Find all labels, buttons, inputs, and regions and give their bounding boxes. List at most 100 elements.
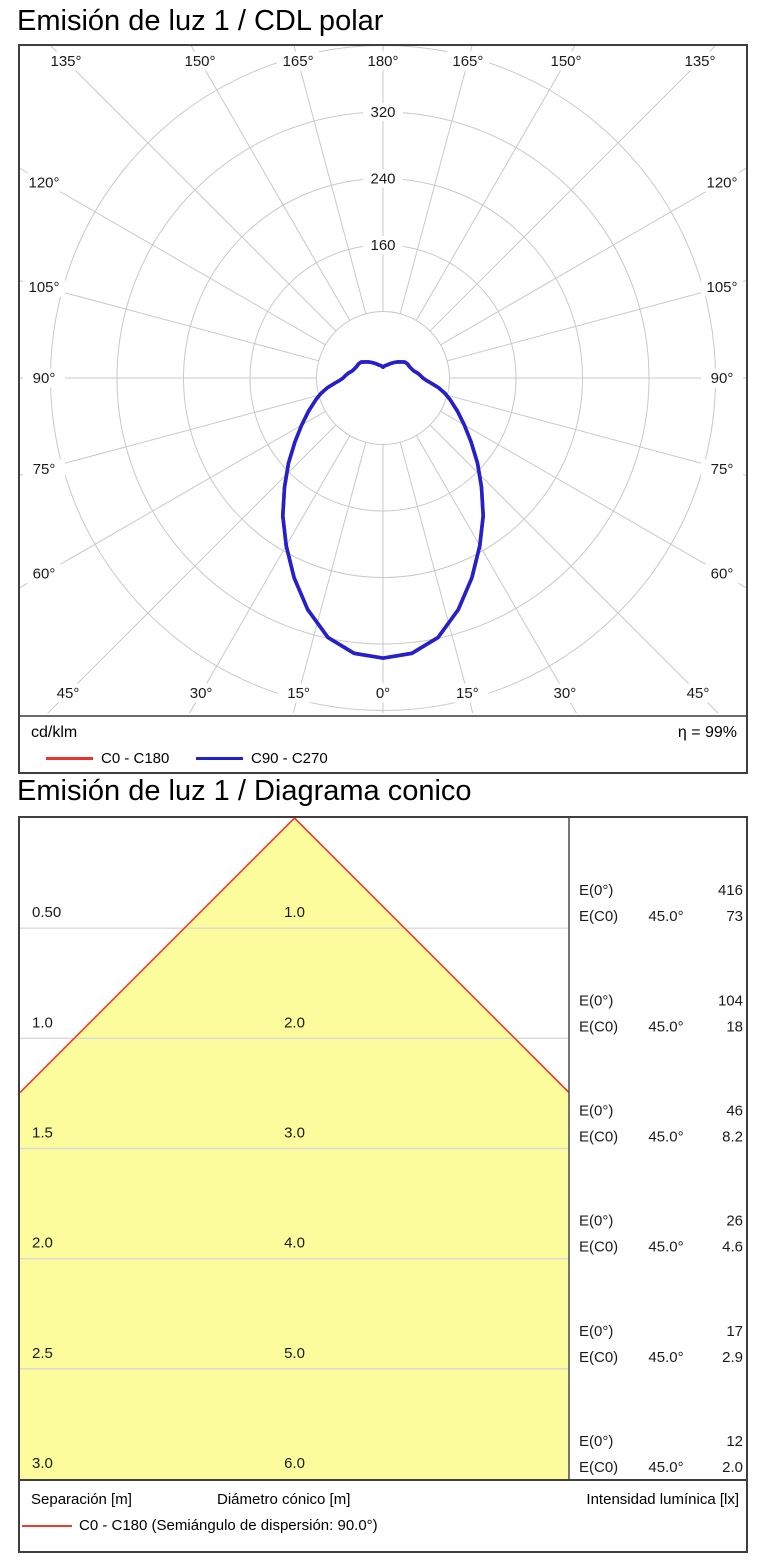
e0-label: E(0°) [579, 1213, 613, 1230]
ring-label-bg [363, 103, 403, 121]
ec0-label: E(C0) [579, 1459, 618, 1476]
angle-label: 105° [706, 279, 737, 296]
cone-chart-frame: 0.50 1.0 E(0°) 416 E(C0) 45.0° 73 1.0 2.0 E(0°) 10… [18, 816, 748, 1553]
e0-value: 12 [726, 1433, 743, 1450]
separation-value: 2.5 [32, 1345, 53, 1362]
angle-label-bg [543, 683, 586, 703]
polar-ray [47, 424, 337, 713]
angle-label: 150° [184, 53, 215, 70]
cone-legend-label: C0 - C180 (Semiángulo de dispersión: 90.… [79, 1517, 378, 1534]
polar-ray [20, 394, 319, 476]
polar-ray [189, 435, 351, 713]
diameter-value: 5.0 [284, 1345, 305, 1362]
e0-value: 46 [726, 1103, 743, 1120]
angle-label-bg [277, 683, 320, 703]
polar-ray [415, 435, 578, 713]
ec0-label: E(C0) [579, 1129, 618, 1146]
angle-label-bg [677, 683, 719, 703]
angle-label: 45° [687, 685, 710, 702]
legend-label: C0 - C180 [101, 749, 170, 767]
angle-label: 15° [456, 685, 479, 702]
angle-label-bg [446, 683, 489, 703]
angle-label-bg [362, 683, 404, 703]
polar-legend: cd/klm η = 99% C0 - C180 C90 - C270 [20, 715, 746, 772]
ec0-label: E(C0) [579, 908, 618, 925]
polar-ray [399, 46, 473, 314]
polar-ring-80 [316, 311, 450, 445]
beam-edge-right [293, 818, 570, 1094]
polar-ray [50, 46, 337, 332]
angle-label: 75° [33, 461, 56, 478]
polar-ray [440, 167, 746, 346]
ec0-value: 73 [726, 908, 743, 925]
e0-label: E(0°) [579, 1433, 613, 1450]
cone-legend: C0 - C180 (Semiángulo de dispersión: 90.… [22, 1517, 378, 1534]
angle-label: 105° [28, 279, 59, 296]
polar-ray [292, 442, 367, 713]
beam-edge-left [20, 818, 296, 1094]
cone-footer: Separación [m] Diámetro cónico [m] Inten… [20, 1479, 746, 1551]
ec0-angle: 45.0° [648, 1459, 683, 1476]
angle-label: 150° [550, 53, 581, 70]
angle-label-bg [701, 368, 743, 388]
e0-label: E(0°) [579, 1103, 613, 1120]
ec0-value: 2.0 [722, 1459, 743, 1476]
polar-ray [20, 280, 319, 362]
ec0-angle: 45.0° [648, 908, 683, 925]
angle-label: 180° [367, 53, 398, 70]
legend-item-C0-C180: C0 - C180 [46, 747, 169, 769]
polar-ray [20, 167, 326, 346]
angle-label: 165° [283, 53, 314, 70]
polar-ray [399, 442, 474, 713]
red-line-swatch [22, 1524, 72, 1527]
diameter-column-label: Diámetro cónico [m] [217, 1491, 351, 1508]
ring-label-bg [363, 169, 403, 188]
polar-ray [20, 410, 326, 589]
e0-value: 104 [718, 992, 743, 1009]
polar-legend-items: C0 - C180 C90 - C270 [26, 747, 740, 769]
polar-chart-frame: 160 240 320 0° 15° 15° 30° 30° 45° 45° 60° 60° 75° 75… [18, 44, 748, 774]
angle-label-bg [545, 51, 588, 71]
ec0-label: E(C0) [579, 1239, 618, 1256]
angle-label: 45° [57, 685, 80, 702]
angle-label: 30° [190, 685, 213, 702]
angle-label-bg [446, 51, 489, 71]
polar-ray [447, 394, 746, 476]
angle-label: 135° [684, 53, 715, 70]
ec0-value: 2.9 [722, 1349, 743, 1366]
ec0-label: E(C0) [579, 1018, 618, 1035]
e0-value: 416 [718, 882, 743, 899]
polar-diagram: 160 240 320 0° 15° 15° 30° 30° 45° 45° 60° 60° 75° 75… [20, 46, 746, 713]
polar-grid [20, 46, 746, 713]
angle-label-bg [362, 51, 404, 71]
polar-ray [440, 410, 746, 589]
angle-label-bg [679, 51, 721, 71]
diameter-value: 2.0 [284, 1014, 305, 1031]
angle-label-bg [23, 277, 65, 297]
angle-label-bg [180, 683, 223, 703]
ring-label: 240 [370, 171, 395, 188]
ring-label-bg [363, 236, 403, 254]
angle-label: 30° [554, 685, 577, 702]
cone-chart-title: Emisión de luz 1 / Diagrama conico [17, 775, 472, 807]
angle-label-bg [45, 51, 87, 71]
diameter-value: 4.0 [284, 1235, 305, 1252]
ring-label: 320 [370, 104, 395, 121]
angle-label-bg [47, 683, 89, 703]
e0-label: E(0°) [579, 1323, 613, 1340]
ec0-label: E(C0) [579, 1349, 618, 1366]
separation-value: 1.0 [32, 1014, 53, 1031]
angle-label: 120° [706, 174, 737, 191]
angle-label-bg [701, 277, 743, 297]
e0-value: 26 [726, 1213, 743, 1230]
angle-label: 15° [287, 685, 310, 702]
polar-ray [293, 46, 367, 314]
angle-label: 75° [711, 461, 734, 478]
intensity-column-label: Intensidad lumínica [lx] [586, 1491, 739, 1508]
ec0-angle: 45.0° [648, 1239, 683, 1256]
polar-ray [429, 46, 716, 332]
ec0-value: 18 [726, 1018, 743, 1035]
angle-label-bg [23, 564, 65, 584]
legend-swatch [46, 756, 93, 760]
